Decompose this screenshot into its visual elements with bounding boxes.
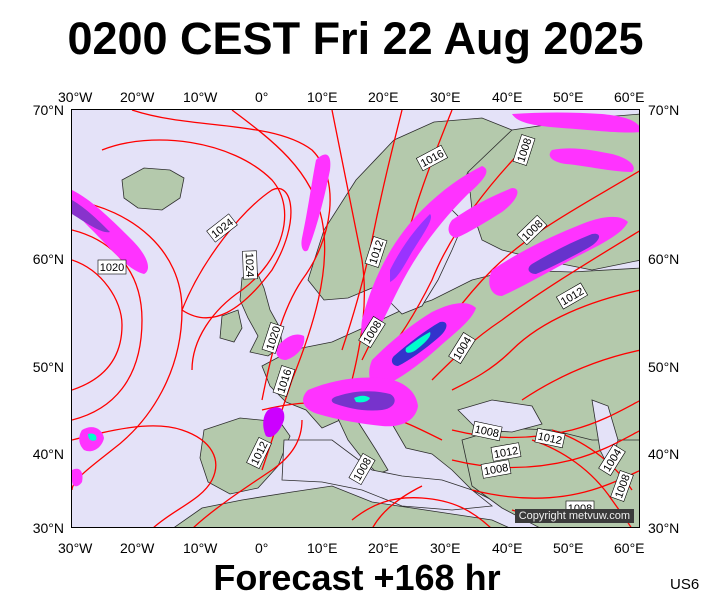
copyright-notice: Copyright metvuw.com — [514, 509, 634, 523]
precip-core-atlantic-south — [88, 433, 97, 441]
isobar-label-1024b: 1024 — [242, 250, 258, 280]
land-north-africa — [174, 485, 509, 527]
forecast-title: 0200 CEST Fri 22 Aug 2025 — [67, 13, 644, 64]
lat-tick-left: 30°N — [32, 520, 64, 536]
precip-band-france-channel — [276, 334, 305, 360]
land-iceland — [121, 167, 185, 211]
precip-band-northeast — [549, 148, 634, 172]
precip-extreme-alps-balkans — [354, 395, 370, 403]
lon-tick-top: 30°W — [58, 89, 93, 105]
lat-tick-right: 60°N — [648, 251, 680, 267]
lat-tick-left: 50°N — [32, 359, 64, 375]
lon-tick-top: 30°E — [430, 89, 461, 105]
lon-tick-top: 60°E — [614, 89, 645, 105]
lat-tick-right: 40°N — [648, 446, 680, 462]
isobar-label-1008e: 1008 — [480, 459, 512, 479]
precip-band-iberia-east — [263, 407, 285, 438]
svg-text:1020: 1020 — [100, 262, 124, 274]
weather-map: 1024 1020 1024 1020 1016 1012 — [71, 109, 640, 528]
precip-core-iceland-west — [72, 200, 110, 233]
precip-core-russia-east — [528, 233, 600, 274]
svg-text:1008: 1008 — [474, 424, 500, 441]
land-ireland — [219, 309, 243, 343]
precipitation — [72, 112, 639, 487]
lon-tick-bottom: 20°E — [368, 540, 399, 556]
lon-tick-bottom: 30°W — [58, 540, 93, 556]
lat-tick-right: 70°N — [648, 102, 680, 118]
precip-band-scandinavia — [361, 166, 487, 344]
isobar-label-1020a: 1020 — [97, 259, 127, 275]
lon-tick-bottom: 0° — [255, 540, 269, 556]
precip-extreme-poland-baltic — [405, 332, 431, 353]
lon-tick-top: 10°W — [183, 89, 218, 105]
lat-tick-left: 40°N — [32, 446, 64, 462]
svg-text:1024: 1024 — [243, 253, 256, 278]
lon-tick-top: 0° — [255, 89, 269, 105]
lon-tick-bottom: 50°E — [553, 540, 584, 556]
isobar-label-1024a: 1024 — [206, 213, 238, 243]
lon-tick-bottom: 10°W — [183, 540, 218, 556]
lon-tick-bottom: 40°E — [492, 540, 523, 556]
svg-text:1012: 1012 — [493, 445, 519, 461]
lon-tick-bottom: 30°E — [430, 540, 461, 556]
lon-tick-top: 50°E — [553, 89, 584, 105]
mediterranean-sea — [281, 439, 494, 511]
precip-band-norway — [301, 154, 331, 252]
lon-tick-top: 20°E — [368, 89, 399, 105]
isobars — [72, 110, 639, 527]
lon-tick-top: 10°E — [307, 89, 338, 105]
product-code: US6 — [670, 576, 700, 593]
precip-core-scandinavia — [390, 214, 432, 282]
lon-tick-bottom: 20°W — [120, 540, 155, 556]
lat-tick-left: 60°N — [32, 251, 64, 267]
precip-band-finland — [448, 188, 518, 238]
isobar-label-1012e: 1012 — [534, 427, 566, 449]
land-iberia — [199, 417, 291, 495]
svg-text:1012: 1012 — [537, 431, 563, 448]
isobar-label-1012d: 1012 — [490, 442, 522, 462]
forecast-hours: Forecast +168 hr — [213, 557, 501, 598]
isobar-label-1008d: 1008 — [471, 420, 503, 442]
svg-text:1008: 1008 — [483, 462, 509, 478]
map-canvas: 1024 1020 1024 1020 1016 1012 — [72, 110, 639, 527]
lon-tick-bottom: 10°E — [307, 540, 338, 556]
precip-band-greenland-edge — [72, 468, 83, 487]
precip-band-northeast-top — [512, 112, 639, 133]
lat-tick-right: 30°N — [648, 520, 680, 536]
lon-tick-bottom: 60°E — [614, 540, 645, 556]
lon-tick-top: 20°W — [120, 89, 155, 105]
lon-tick-top: 40°E — [492, 89, 523, 105]
lat-tick-right: 50°N — [648, 359, 680, 375]
lat-tick-left: 70°N — [32, 102, 64, 118]
